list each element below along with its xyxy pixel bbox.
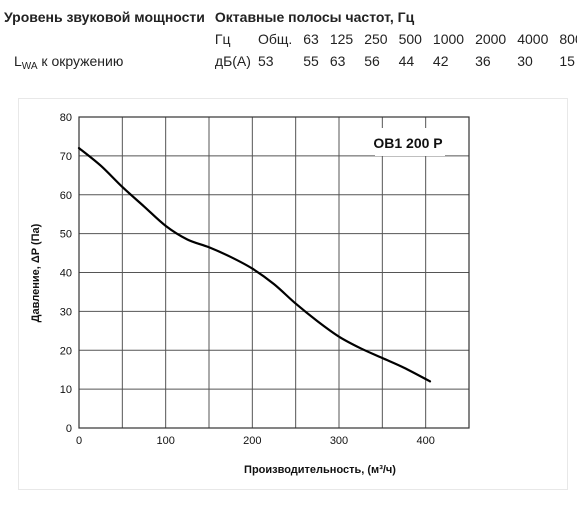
band-cell: Общ.	[257, 31, 293, 47]
value-cell: 53	[257, 53, 274, 69]
y-tick-label: 80	[60, 112, 72, 124]
grid	[78, 116, 470, 429]
value-cell: 63	[329, 53, 346, 69]
db-unit: дБ(A)	[214, 53, 251, 69]
chart-svg: 0 100 200 300 400 0 10 20 30 40 50 60 70 80 OB1 200 P…	[30, 112, 470, 476]
value-cell: 42	[432, 53, 449, 69]
lwa-label-main: L	[14, 53, 22, 69]
lwa-label-sub: WA	[21, 61, 38, 72]
x-tick-label: 200	[243, 435, 261, 447]
chart-title: OB1 200 P	[373, 135, 442, 151]
x-axis-label: Производительность, (м³/ч)	[244, 464, 396, 476]
x-tick-label: 0	[76, 435, 82, 447]
y-tick-label: 50	[60, 229, 72, 241]
y-tick-label: 20	[60, 345, 72, 357]
value-cell: 30	[517, 53, 533, 69]
value-cell: 55	[303, 53, 319, 69]
band-cell: 500	[398, 31, 422, 47]
value-cell: 15	[559, 53, 575, 69]
values-row: LWA к окружению дБ(A) 53 55 63 56 44 42 …	[4, 50, 577, 75]
table-header-row: Уровень звуковой мощности Октавные полос…	[4, 6, 577, 28]
band-cell: 2000	[475, 31, 507, 47]
band-cell: 250	[364, 31, 388, 47]
chart-title-box	[375, 128, 445, 156]
tick-labels: 0 100 200 300 400 0 10 20 30 40 50 60 70 80	[60, 112, 435, 447]
band-cell: 4000	[517, 31, 549, 47]
y-tick-label: 70	[60, 151, 72, 163]
value-cell: 56	[364, 53, 380, 69]
sound-power-header: Уровень звуковой мощности	[4, 9, 205, 25]
band-cell: 125	[329, 31, 354, 47]
y-tick-label: 0	[66, 423, 72, 435]
x-tick-label: 400	[416, 435, 434, 447]
band-cell: 1000	[432, 31, 465, 47]
x-tick-label: 300	[330, 435, 348, 447]
sound-power-table: Уровень звуковой мощности Октавные полос…	[4, 6, 577, 75]
plot-frame	[78, 116, 470, 429]
y-tick-label: 30	[60, 306, 72, 318]
value-cell: 36	[475, 53, 491, 69]
series-layer	[77, 147, 432, 383]
x-tick-label: 100	[156, 435, 174, 447]
y-tick-label: 40	[60, 268, 72, 280]
y-tick-label: 10	[60, 384, 72, 396]
axes	[78, 116, 470, 429]
units-row: Гц Общ. 63 125 250 500 1000 2000 4000 80…	[4, 28, 577, 50]
hz-unit: Гц	[214, 31, 231, 47]
y-axis-label: Давление, ΔP (Па)	[30, 223, 42, 322]
fan-curve-line	[77, 147, 432, 383]
y-tick-label: 60	[60, 190, 72, 202]
octave-bands-header: Октавные полосы частот, Гц	[214, 9, 415, 25]
band-cell: 63	[303, 31, 319, 47]
lwa-label-rest: к окружению	[37, 53, 124, 69]
fan-curve-chart: 0 100 200 300 400 0 10 20 30 40 50 60 70 80 OB1 200 P…	[18, 98, 568, 490]
band-cell: 8000	[559, 31, 577, 47]
value-cell: 44	[398, 53, 415, 69]
lwa-label: LWA к окружению	[4, 50, 205, 75]
